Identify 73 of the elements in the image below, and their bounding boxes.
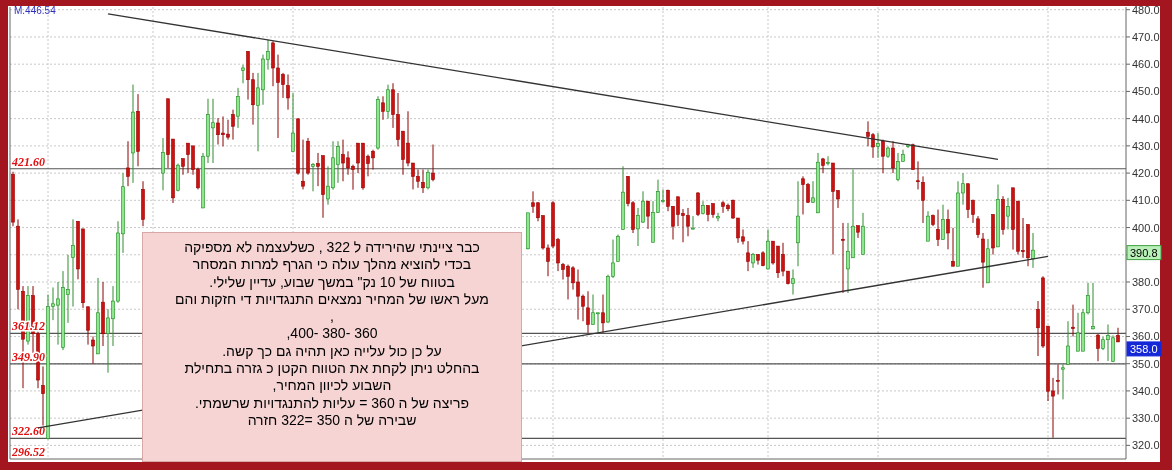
candlestick <box>301 139 305 190</box>
candlestick <box>696 191 700 217</box>
candlestick <box>586 290 590 334</box>
candlestick <box>821 157 825 174</box>
candlestick <box>126 140 130 187</box>
annotation: 390.8 <box>1130 246 1158 259</box>
candlestick <box>241 64 245 84</box>
y-tick-label: 320.0 <box>1132 439 1160 452</box>
y-tick-label: 420.0 <box>1132 167 1160 180</box>
candlestick <box>981 232 985 289</box>
candlestick <box>1061 364 1065 400</box>
candlestick <box>881 139 885 174</box>
candlestick <box>746 240 750 272</box>
y-tick-label: 410.0 <box>1132 194 1160 207</box>
text: כבר ציינתי שהירידה ל 322 , כשלעצמה לא מספיקה בכדי להוציא מהלך עולה כי הגרף למרות המסחר בטווח של 10 נק" במשך שבוע, עדיין שלילי. מעל ראשו של המחיר נמצאים התנגדויות די חזקות והם , 360 -380 -400, על כן כול עלייה כאן תהיה גם כך קשה. בהחלט ניתן לקחת את הטווח הקטן כ גזרה בתחילת השבוע לכיוון המחיר, פריצה של ה 360 = עליות להתנגדויות שרשמתי. שבירה של ה 350 =322 חזרה <box>175 239 489 428</box>
candlestick <box>646 200 650 230</box>
candlestick <box>86 306 90 346</box>
ref-line-label: 322.60 <box>11 424 45 439</box>
candlestick <box>41 365 45 427</box>
candlestick <box>876 132 880 159</box>
candlestick <box>236 87 240 129</box>
candlestick <box>691 215 695 230</box>
y-tick-label: 370.0 <box>1132 303 1160 316</box>
candlestick <box>286 74 290 111</box>
candlestick <box>841 222 845 294</box>
y-tick-label: 460.0 <box>1132 58 1160 71</box>
y-tick-label: 480.0 <box>1132 3 1160 16</box>
candlestick <box>1031 232 1035 269</box>
candlestick <box>291 92 295 152</box>
candlestick <box>426 169 430 190</box>
y-tick-label: 440.0 <box>1132 112 1160 125</box>
candlestick <box>91 335 95 365</box>
candlestick <box>231 109 235 141</box>
candlestick <box>1006 197 1010 230</box>
y-tick-label: 470.0 <box>1132 30 1160 43</box>
ref-line-label: 421.60 <box>11 154 45 169</box>
candlestick <box>1071 304 1075 337</box>
y-tick-label: 400.0 <box>1132 221 1160 234</box>
y-tick-label: 340.0 <box>1132 384 1160 397</box>
y-tick-label: 450.0 <box>1132 85 1160 98</box>
candlestick <box>311 162 315 192</box>
candlestick <box>386 84 390 120</box>
candlestick <box>1091 282 1095 330</box>
y-tick-label: 330.0 <box>1132 412 1160 425</box>
annotation: M.446.54 <box>14 5 57 16</box>
candlestick <box>1116 327 1120 343</box>
candlestick <box>791 268 795 296</box>
candlestick <box>1056 364 1060 395</box>
candlestick <box>431 144 435 182</box>
candlestick <box>421 169 425 194</box>
candlestick <box>181 158 185 176</box>
y-tick-label: 360.0 <box>1132 330 1160 343</box>
candlestick <box>1066 320 1070 366</box>
candlestick <box>936 209 940 247</box>
candlestick <box>381 95 385 121</box>
y-tick-label: 350.0 <box>1132 357 1160 370</box>
y-tick-label: 380.0 <box>1132 276 1160 289</box>
candlestick <box>601 294 605 334</box>
candlestick <box>1096 333 1100 362</box>
candlestick <box>826 155 830 166</box>
candlestick <box>921 175 925 224</box>
candlestick <box>891 140 895 174</box>
candlestick <box>161 137 165 191</box>
candlestick <box>946 209 950 250</box>
y-tick-label: 430.0 <box>1132 139 1160 152</box>
candlestick <box>71 218 75 308</box>
candlestick <box>916 160 920 190</box>
candlestick <box>716 212 720 222</box>
annotation: 296.52 <box>11 445 45 459</box>
candlestick <box>976 215 980 239</box>
candlestick <box>951 227 955 267</box>
text: 358.0 <box>1130 342 1158 355</box>
candlestick <box>941 204 945 241</box>
